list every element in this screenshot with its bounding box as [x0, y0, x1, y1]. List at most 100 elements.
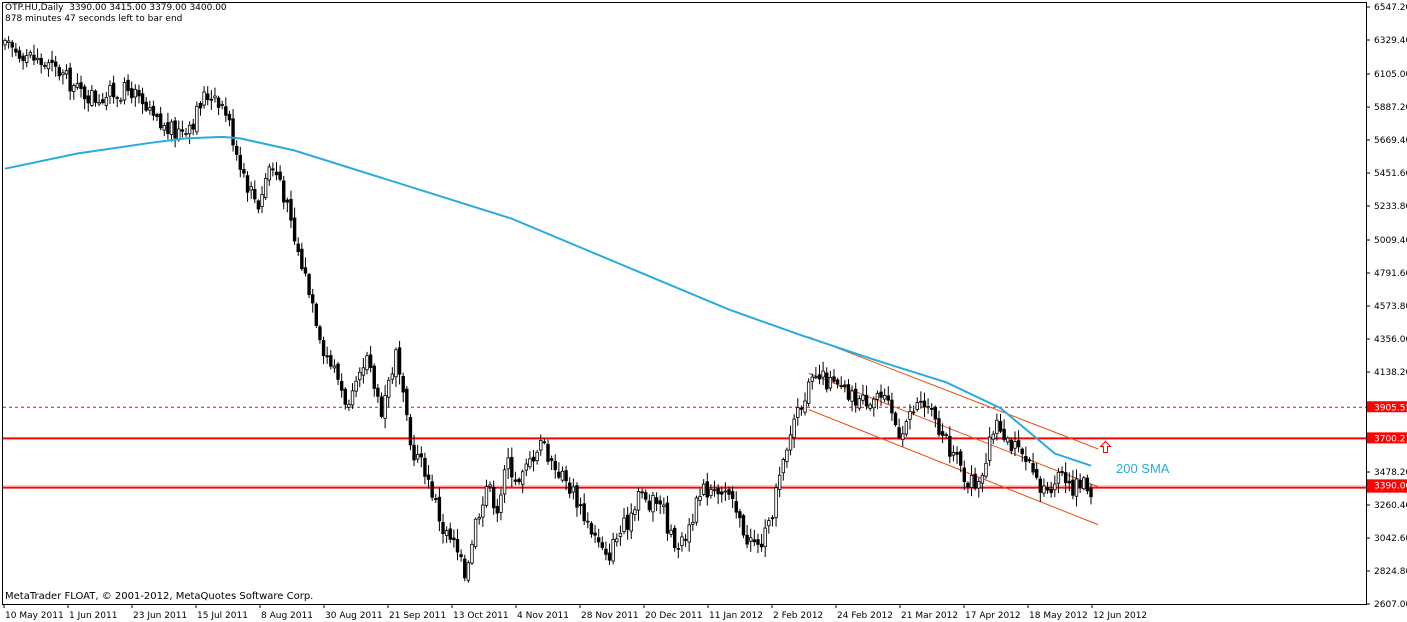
- candle-body: [43, 64, 47, 67]
- candle-body: [680, 536, 684, 546]
- candle-body: [129, 88, 134, 99]
- candle-body: [995, 419, 999, 435]
- candle-body: [260, 194, 264, 207]
- candle-body: [162, 125, 166, 131]
- candlestick-series: [3, 36, 1093, 583]
- candle-body: [1067, 480, 1071, 484]
- candle-body: [459, 554, 463, 558]
- candle-body: [158, 113, 163, 129]
- candle-body: [629, 512, 633, 532]
- candle-body: [571, 486, 576, 493]
- candle-body: [463, 558, 467, 579]
- candle-body: [224, 106, 228, 116]
- candle-body: [817, 374, 822, 380]
- candle-body: [325, 355, 329, 358]
- candle-body: [419, 453, 423, 458]
- candle-body: [1016, 440, 1021, 448]
- candle-body: [271, 168, 275, 171]
- candle-body: [698, 496, 702, 501]
- candle-body: [854, 388, 858, 406]
- candle-body: [513, 479, 518, 482]
- channel-line-0: [808, 336, 1099, 450]
- candle-body: [806, 381, 811, 404]
- candle-body: [108, 85, 112, 97]
- candle-body: [720, 491, 724, 495]
- candle-body: [651, 494, 655, 513]
- symbol-title: OTP.HU,Daily: [5, 3, 64, 13]
- candle-body: [683, 538, 688, 541]
- candle-body: [1013, 441, 1017, 449]
- x-tick-label: 1 Jun 2011: [69, 611, 117, 621]
- y-tick-label: 4573.80: [1374, 302, 1407, 312]
- y-tick-label: 4791.60: [1374, 269, 1407, 279]
- price-axis: 6547.20 6329.40 6105.00 5887.20 5669.40 5451.…: [1366, 3, 1407, 610]
- candle-body: [231, 118, 235, 146]
- candle-body: [466, 562, 471, 581]
- candle-body: [528, 458, 532, 468]
- candle-body: [169, 121, 174, 135]
- candle-body: [1089, 488, 1093, 498]
- candle-body: [206, 93, 210, 101]
- candle-body: [470, 543, 474, 564]
- candle-body: [814, 376, 818, 379]
- candle-body: [310, 294, 315, 304]
- candle-body: [336, 363, 340, 380]
- candle-body: [911, 411, 916, 414]
- candle-body: [589, 523, 594, 535]
- candle-body: [539, 440, 543, 451]
- candle-body: [839, 385, 843, 388]
- candle-body: [843, 384, 847, 387]
- candle-body: [933, 406, 938, 420]
- candle-body: [1027, 459, 1032, 462]
- candle-body: [908, 410, 912, 420]
- candle-body: [202, 91, 206, 106]
- candle-body: [962, 467, 966, 482]
- candle-body: [195, 105, 199, 133]
- candle-body: [821, 370, 825, 378]
- y-tick-label: 2607.00: [1374, 600, 1407, 610]
- candle-body: [502, 469, 507, 495]
- candle-body: [119, 99, 123, 102]
- candle-body: [148, 107, 152, 111]
- y-tick-label: 6329.40: [1374, 36, 1407, 46]
- candle-body: [405, 388, 409, 416]
- candle-body: [893, 412, 898, 426]
- candle-body: [553, 460, 557, 471]
- candle-body: [133, 89, 138, 98]
- candle-body: [137, 89, 141, 97]
- candle-body: [850, 390, 854, 402]
- candle-body: [611, 539, 615, 562]
- candle-body: [596, 537, 601, 543]
- candle-body: [82, 86, 87, 100]
- x-tick-label: 20 Dec 2011: [645, 611, 703, 621]
- candle-body: [665, 502, 670, 534]
- candle-body: [973, 473, 977, 489]
- candle-body: [187, 124, 192, 135]
- candle-body: [28, 52, 33, 56]
- candle-body: [922, 400, 927, 408]
- candle-body: [593, 532, 597, 536]
- candle-body: [958, 451, 963, 466]
- candle-body: [998, 421, 1003, 432]
- candle-body: [542, 441, 547, 444]
- candle-body: [524, 463, 528, 471]
- candle-body: [452, 537, 456, 541]
- candle-body: [64, 70, 69, 75]
- candle-body: [426, 474, 431, 480]
- candle-body: [46, 62, 51, 70]
- candle-body: [1082, 477, 1086, 490]
- candle-body: [738, 511, 742, 519]
- candle-body: [607, 552, 612, 561]
- candle-body: [97, 101, 101, 105]
- time-axis: 10 May 2011 1 Jun 2011 23 Jun 2011 15 Jul 2…: [3, 604, 1147, 621]
- candle-body: [846, 384, 851, 400]
- candle-body: [864, 394, 869, 407]
- candle-body: [741, 515, 746, 536]
- candle-body: [835, 379, 840, 385]
- candle-body: [1042, 485, 1046, 494]
- candle-body: [184, 133, 188, 135]
- candle-body: [111, 82, 116, 98]
- candle-body: [625, 514, 630, 530]
- candle-body: [390, 373, 395, 380]
